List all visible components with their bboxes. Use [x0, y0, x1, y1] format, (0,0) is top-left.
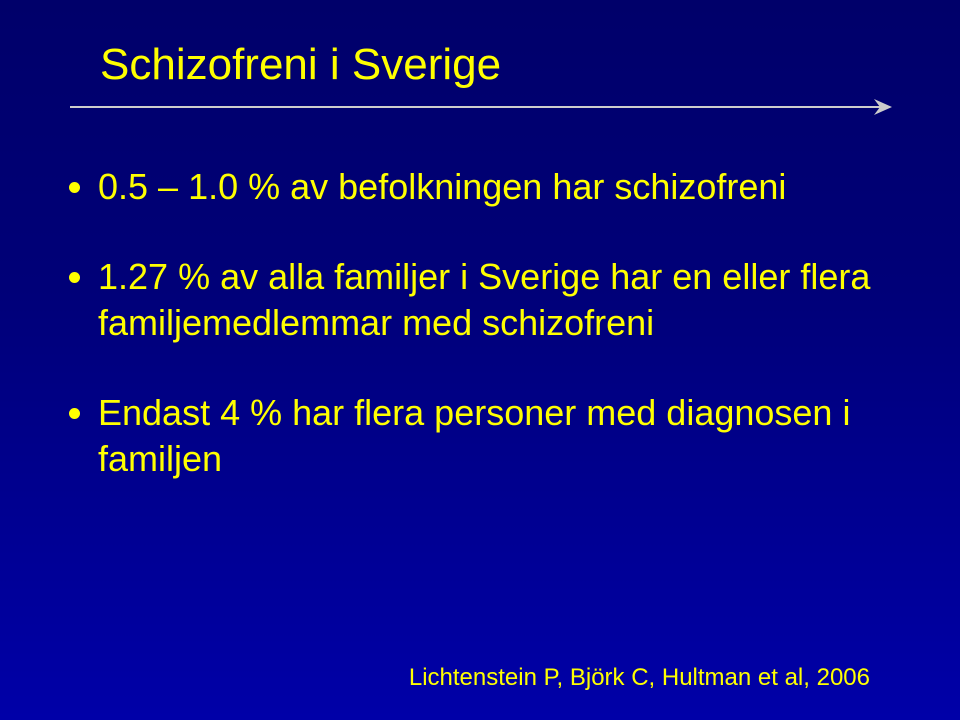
arrowhead-icon	[874, 99, 892, 115]
bullet-item: Endast 4 % har flera personer med diagno…	[98, 390, 890, 482]
citation: Lichtenstein P, Björk C, Hultman et al, …	[409, 664, 870, 692]
slide-title: Schizofreni i Sverige	[100, 40, 890, 90]
rule-line	[70, 106, 890, 108]
bullet-item: 0.5 – 1.0 % av befolkningen har schizofr…	[98, 164, 890, 210]
bullet-item: 1.27 % av alla familjer i Sverige har en…	[98, 254, 890, 346]
bullet-list: 0.5 – 1.0 % av befolkningen har schizofr…	[70, 164, 890, 482]
slide: Schizofreni i Sverige 0.5 – 1.0 % av bef…	[0, 0, 960, 720]
title-rule	[70, 98, 890, 116]
